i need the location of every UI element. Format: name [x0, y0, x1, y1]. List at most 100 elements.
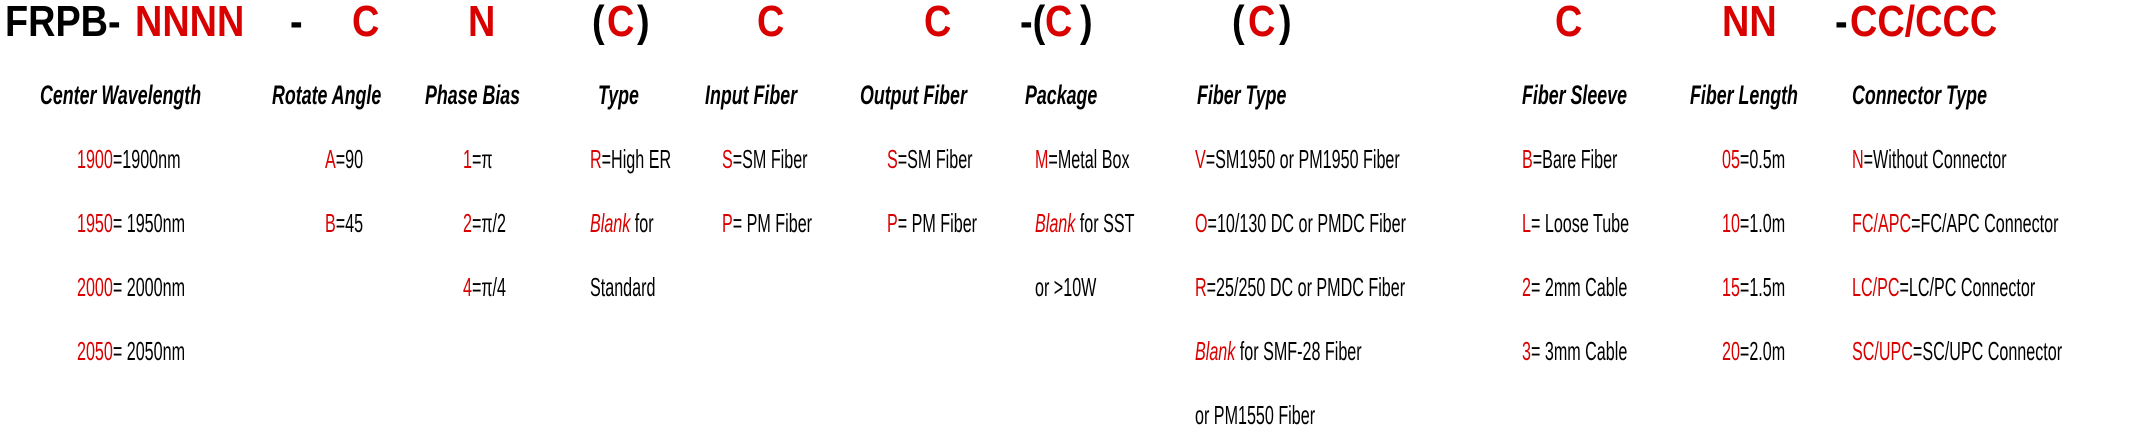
part-code-segment: - [290, 0, 303, 46]
option-description: for SMF-28 Fiber [1235, 336, 1362, 366]
option-entry: 4=π/4 [463, 271, 506, 303]
option-code: 20 [1722, 336, 1740, 366]
option-description: = 2050nm [112, 336, 186, 366]
column-header: Output Fiber [860, 80, 967, 110]
option-entry: 1900=1900nm [77, 143, 181, 175]
option-entry: 2= 2mm Cable [1522, 271, 1627, 303]
option-description: = 2mm Cable [1530, 272, 1628, 302]
option-description: =1.0m [1739, 208, 1786, 238]
column-header: Type [598, 80, 639, 110]
option-code: M [1035, 144, 1049, 174]
option-entry: M=Metal Box [1035, 143, 1130, 175]
option-description: =Without Connector [1863, 144, 2007, 174]
option-description: =25/250 DC or PMDC Fiber [1206, 272, 1406, 302]
option-description: = PM Fiber [732, 208, 813, 238]
option-code: 4 [463, 272, 472, 302]
option-code: Blank [1035, 208, 1076, 238]
option-entry: Standard [590, 271, 655, 303]
option-description: for SST [1075, 208, 1135, 238]
option-entry: P= PM Fiber [722, 207, 812, 239]
option-code: 2000 [77, 272, 113, 302]
option-description: =SC/UPC Connector [1912, 336, 2063, 366]
part-code-segment: C [924, 0, 952, 46]
column-header: Connector Type [1852, 80, 1987, 110]
option-description: =Metal Box [1048, 144, 1130, 174]
option-description: = Loose Tube [1530, 208, 1630, 238]
option-description: = 1950nm [112, 208, 186, 238]
option-entry: 10=1.0m [1722, 207, 1785, 239]
option-entry: B=Bare Fiber [1522, 143, 1617, 175]
option-entry: R=25/250 DC or PMDC Fiber [1195, 271, 1405, 303]
column-header: Phase Bias [425, 80, 521, 110]
option-entry: Blank for SST [1035, 207, 1134, 239]
part-code-segment: NNNN [135, 0, 245, 46]
part-code-segment: C [352, 0, 380, 46]
column-header: Fiber Type [1197, 80, 1287, 110]
option-description: =π/4 [471, 272, 506, 302]
option-description: or >10W [1035, 272, 1097, 302]
part-code-segment: NN [1722, 0, 1777, 46]
option-code: B [325, 208, 336, 238]
option-entry: N=Without Connector [1852, 143, 2007, 175]
option-code: S [887, 144, 898, 174]
option-code: 3 [1522, 336, 1531, 366]
option-code: LC/PC [1852, 272, 1900, 302]
option-code: 1900 [77, 144, 113, 174]
option-code: 1 [463, 144, 472, 174]
option-code: R [590, 144, 602, 174]
option-code: FC/APC [1852, 208, 1912, 238]
option-description: =SM1950 or PM1950 Fiber [1205, 144, 1400, 174]
part-code-segment: ) [1080, 0, 1093, 46]
option-code: Blank [1195, 336, 1236, 366]
option-entry: or PM1550 Fiber [1195, 399, 1315, 431]
option-entry: P= PM Fiber [887, 207, 977, 239]
option-description: =SM Fiber [897, 144, 973, 174]
option-code: R [1195, 272, 1207, 302]
column-header: Rotate Angle [272, 80, 382, 110]
option-description: =π/2 [471, 208, 506, 238]
option-code: Blank [590, 208, 631, 238]
part-code-segment: FRPB- [5, 0, 121, 46]
option-description: =SM Fiber [732, 144, 808, 174]
option-entry: L= Loose Tube [1522, 207, 1629, 239]
option-entry: Blank for [590, 207, 654, 239]
option-entry: or >10W [1035, 271, 1096, 303]
option-code: 2 [1522, 272, 1531, 302]
option-code: 15 [1722, 272, 1740, 302]
column-header: Fiber Sleeve [1522, 80, 1628, 110]
option-description: = PM Fiber [897, 208, 978, 238]
option-entry: 1=π [463, 143, 493, 175]
part-code-segment: ) [637, 0, 650, 46]
column-header: Package [1025, 80, 1098, 110]
option-code: P [722, 208, 733, 238]
option-description: =FC/APC Connector [1911, 208, 2059, 238]
part-code-segment: -( [1020, 0, 1046, 46]
part-code-segment: C [1045, 0, 1073, 46]
column-header: Input Fiber [705, 80, 798, 110]
option-entry: A=90 [325, 143, 363, 175]
option-description: =10/130 DC or PMDC Fiber [1207, 208, 1406, 238]
option-description: =45 [335, 208, 364, 238]
part-code-segment: C [757, 0, 785, 46]
option-entry: Blank for SMF-28 Fiber [1195, 335, 1362, 367]
option-code: 10 [1722, 208, 1740, 238]
part-code-segment: ( [1232, 0, 1245, 46]
option-description: = 2000nm [112, 272, 186, 302]
option-code: S [722, 144, 733, 174]
option-entry: O=10/130 DC or PMDC Fiber [1195, 207, 1406, 239]
option-entry: 2050= 2050nm [77, 335, 185, 367]
option-entry: LC/PC=LC/PC Connector [1852, 271, 2035, 303]
option-code: O [1195, 208, 1208, 238]
part-code-segment: C [1248, 0, 1276, 46]
option-code: 05 [1722, 144, 1740, 174]
part-code-segment: - [1835, 0, 1848, 46]
option-entry: 2=π/2 [463, 207, 506, 239]
option-description: =0.5m [1739, 144, 1786, 174]
option-code: 2050 [77, 336, 113, 366]
option-description: or PM1550 Fiber [1195, 400, 1316, 430]
part-code-segment: C [607, 0, 635, 46]
option-description: =π [471, 144, 493, 174]
option-description: =90 [335, 144, 364, 174]
option-description: =1.5m [1739, 272, 1786, 302]
option-entry: 15=1.5m [1722, 271, 1785, 303]
